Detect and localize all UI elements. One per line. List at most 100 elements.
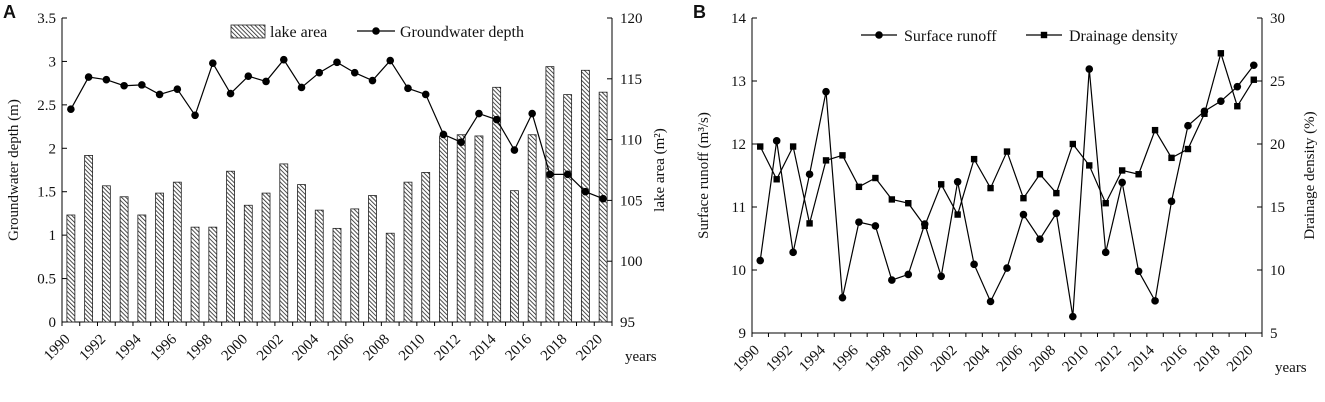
bar-lake-area-2000 <box>243 204 253 323</box>
x-tick-label: 2006 <box>325 331 358 364</box>
x-tick-label: 2006 <box>994 342 1027 375</box>
point-groundwater-depth-2016 <box>528 109 536 118</box>
point-surface-runoff-1994 <box>822 87 830 96</box>
point-drainage-density-2001 <box>937 181 945 188</box>
point-groundwater-depth-2004 <box>315 68 324 77</box>
point-groundwater-depth-2014 <box>492 115 501 124</box>
x-tick-label: 2004 <box>961 342 994 375</box>
bar-lake-area-1991 <box>84 155 94 323</box>
point-groundwater-depth-1998 <box>209 59 217 67</box>
point-groundwater-depth-2020 <box>599 194 607 203</box>
bar-lake-area-2001 <box>261 192 271 323</box>
point-groundwater-depth-2012 <box>457 138 465 147</box>
right-axis-title: Drainage density (%) <box>1302 111 1318 239</box>
point-drainage-density-1997 <box>872 174 879 182</box>
x-tick-label: 1996 <box>148 331 181 364</box>
point-groundwater-depth-2003 <box>297 83 306 92</box>
x-tick-label: 2000 <box>895 343 928 376</box>
point-drainage-density-1991 <box>773 176 780 183</box>
x-tick-label: 1990 <box>731 343 764 376</box>
right-tick-label: 25 <box>1270 74 1285 90</box>
right-tick-label: 20 <box>1270 137 1285 153</box>
bar-lake-area-2007 <box>368 195 377 323</box>
point-groundwater-depth-2000 <box>244 72 253 80</box>
left-axis-title: Groundwater depth (m) <box>6 99 22 241</box>
x-tick-label: 2004 <box>290 331 323 364</box>
point-groundwater-depth-2019 <box>581 187 590 196</box>
right-tick-label: 100 <box>620 254 643 270</box>
x-axis-title: years <box>1275 360 1307 376</box>
point-groundwater-depth-1991 <box>84 73 93 81</box>
point-groundwater-depth-1996 <box>173 85 182 94</box>
x-tick-label: 2018 <box>1191 343 1224 376</box>
right-tick-label: 5 <box>1270 326 1278 342</box>
x-tick-label: 2002 <box>254 332 287 365</box>
right-axis-title: lake area (m²) <box>652 128 668 212</box>
point-drainage-density-2011 <box>1102 200 1109 207</box>
bar-lake-area-2020 <box>598 91 608 323</box>
bar-lake-area-2017 <box>545 66 555 323</box>
right-tick-label: 95 <box>620 315 635 331</box>
point-surface-runoff-2020 <box>1249 61 1258 70</box>
bar-lake-area-2005 <box>332 227 342 323</box>
legend-marker-surface-runoff <box>875 31 883 39</box>
legend-label-lake-area: lake area <box>270 24 327 41</box>
point-drainage-density-2010 <box>1086 162 1093 169</box>
x-tick-label: 2008 <box>361 332 394 365</box>
point-drainage-density-1998 <box>888 196 896 203</box>
bar-lake-area-2004 <box>314 209 324 323</box>
point-surface-runoff-2007 <box>1036 235 1044 243</box>
x-axis-title: years <box>625 349 657 365</box>
bar-lake-area-2008 <box>385 232 395 323</box>
point-groundwater-depth-2015 <box>510 146 519 154</box>
point-drainage-density-1990 <box>757 143 764 150</box>
right-tick-label: 10 <box>1270 263 1285 279</box>
point-surface-runoff-1998 <box>888 276 896 284</box>
panel-label: B <box>693 2 706 22</box>
point-drainage-density-2009 <box>1069 140 1077 148</box>
point-drainage-density-2015 <box>1168 154 1175 162</box>
series-line-surface-runoff <box>759 64 1255 317</box>
point-drainage-density-2000 <box>921 222 928 230</box>
point-groundwater-depth-2001 <box>262 77 270 86</box>
x-tick-label: 2016 <box>1158 342 1191 375</box>
point-surface-runoff-2003 <box>970 260 978 269</box>
point-surface-runoff-1996 <box>855 218 863 226</box>
legend-label-surface-runoff: Surface runoff <box>904 28 997 45</box>
point-surface-runoff-2011 <box>1101 248 1110 257</box>
point-surface-runoff-2019 <box>1233 82 1242 91</box>
bar-lake-area-2015 <box>510 190 519 323</box>
point-groundwater-depth-1995 <box>155 90 164 99</box>
point-drainage-density-2007 <box>1036 171 1044 178</box>
x-tick-label: 2008 <box>1027 343 1060 376</box>
legend-marker-drainage-density <box>1040 31 1048 39</box>
left-tick-label: 1.5 <box>37 185 56 201</box>
x-tick-label: 2020 <box>1224 343 1257 376</box>
bar-lake-area-2019 <box>580 69 590 323</box>
point-groundwater-depth-2008 <box>386 56 395 65</box>
left-tick-label: 3.5 <box>37 11 56 27</box>
point-drainage-density-1999 <box>905 200 912 207</box>
x-tick-label: 2016 <box>502 331 535 364</box>
left-tick-label: 0.5 <box>37 272 56 288</box>
point-groundwater-depth-1992 <box>102 75 111 84</box>
point-groundwater-depth-1993 <box>120 81 128 90</box>
point-surface-runoff-2008 <box>1052 209 1061 218</box>
point-surface-runoff-1999 <box>904 270 913 279</box>
x-tick-label: 1994 <box>112 331 145 364</box>
x-tick-label: 1998 <box>183 332 216 365</box>
point-surface-runoff-2014 <box>1151 297 1159 305</box>
point-groundwater-depth-2011 <box>439 130 448 139</box>
x-tick-label: 1992 <box>763 343 796 376</box>
x-tick-label: 2020 <box>573 332 606 365</box>
point-drainage-density-2016 <box>1184 145 1192 153</box>
point-groundwater-depth-1997 <box>191 111 199 120</box>
point-surface-runoff-1997 <box>871 222 880 230</box>
point-drainage-density-1995 <box>839 152 846 159</box>
point-surface-runoff-2018 <box>1217 97 1225 105</box>
right-tick-label: 120 <box>620 11 643 27</box>
left-tick-label: 0 <box>49 315 57 331</box>
point-surface-runoff-1993 <box>805 170 814 179</box>
point-groundwater-depth-2010 <box>421 90 430 99</box>
